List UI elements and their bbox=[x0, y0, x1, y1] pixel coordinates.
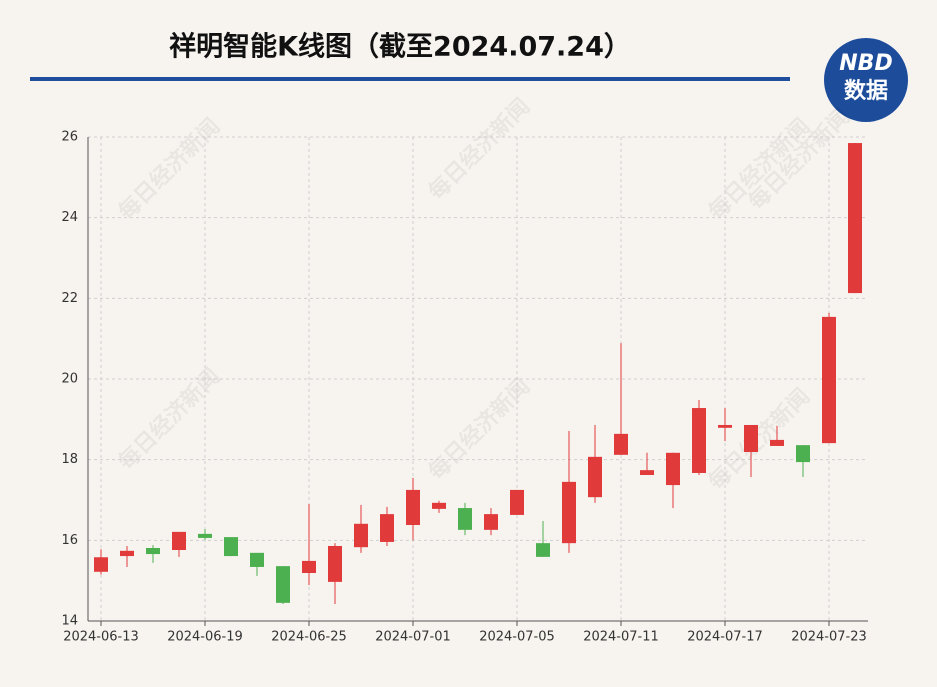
candle-body bbox=[614, 433, 628, 455]
candle-body bbox=[562, 481, 576, 544]
watermark: 每日经济新闻 bbox=[113, 363, 225, 475]
candle-body bbox=[354, 523, 368, 548]
watermark: 每日经济新闻 bbox=[423, 373, 535, 485]
x-tick-label: 2024-07-17 bbox=[687, 630, 763, 645]
title-rule bbox=[30, 77, 790, 81]
watermark: 每日经济新闻 bbox=[423, 93, 535, 205]
watermark: 每日经济新闻 bbox=[703, 383, 815, 495]
y-tick-label: 18 bbox=[61, 452, 78, 467]
y-tick-label: 20 bbox=[61, 372, 78, 387]
candle-body bbox=[458, 508, 472, 530]
candle-body bbox=[172, 531, 186, 551]
candle-body bbox=[94, 557, 108, 572]
y-tick-label: 16 bbox=[61, 533, 78, 548]
x-tick-label: 2024-07-23 bbox=[791, 630, 867, 645]
x-tick-label: 2024-06-19 bbox=[167, 630, 243, 645]
watermark: 每日经济新闻 bbox=[113, 113, 225, 225]
x-tick-label: 2024-06-13 bbox=[63, 630, 139, 645]
candle-body bbox=[796, 445, 810, 463]
candle-body bbox=[380, 514, 394, 542]
y-tick-label: 14 bbox=[61, 614, 78, 629]
candle-body bbox=[666, 452, 680, 486]
candle-body bbox=[848, 143, 862, 294]
candle-body bbox=[718, 424, 732, 428]
candle-body bbox=[692, 408, 706, 473]
logo-text: 数据 bbox=[844, 78, 888, 104]
y-tick-label: 24 bbox=[61, 210, 78, 225]
y-tick-label: 22 bbox=[61, 291, 78, 306]
candle-body bbox=[406, 489, 420, 526]
candle-body bbox=[302, 560, 316, 574]
logo-text: NBD bbox=[839, 51, 892, 76]
candle-body bbox=[510, 489, 524, 515]
x-tick-label: 2024-07-01 bbox=[375, 630, 451, 645]
candle-body bbox=[250, 552, 264, 567]
logo-circle bbox=[824, 38, 908, 122]
candle-body bbox=[536, 543, 550, 557]
candle-body bbox=[198, 533, 212, 538]
candle-body bbox=[146, 547, 160, 555]
candle-body bbox=[484, 514, 498, 530]
x-tick-label: 2024-07-05 bbox=[479, 630, 555, 645]
candle-body bbox=[640, 470, 654, 475]
x-tick-label: 2024-07-11 bbox=[583, 630, 659, 645]
candle-body bbox=[276, 566, 290, 603]
candle-body bbox=[744, 424, 758, 453]
candle-body bbox=[822, 316, 836, 444]
candle-body bbox=[588, 456, 602, 498]
chart-title: 祥明智能K线图（截至2024.07.24） bbox=[169, 31, 631, 63]
candle-body bbox=[770, 439, 784, 446]
y-tick-label: 26 bbox=[61, 130, 78, 145]
candle-body bbox=[432, 502, 446, 509]
candle-body bbox=[120, 550, 134, 557]
candle-body bbox=[328, 545, 342, 582]
candle-body bbox=[224, 537, 238, 557]
x-tick-label: 2024-06-25 bbox=[271, 630, 347, 645]
